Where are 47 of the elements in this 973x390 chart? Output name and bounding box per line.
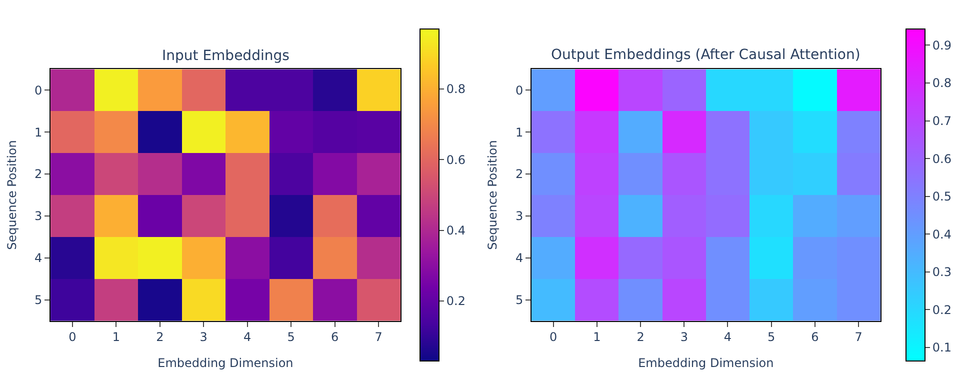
x-tick-label: 1 — [112, 330, 120, 344]
x-tick-label: 6 — [811, 330, 819, 344]
x-tick-label: 0 — [549, 330, 558, 344]
color-bar-label: 0.9 — [932, 38, 952, 52]
color-bar-label: 0.5 — [932, 190, 952, 204]
color-bar-label: 0.3 — [932, 265, 952, 280]
color-bar-label: 0.1 — [932, 340, 952, 355]
color-bar-label: 0.8 — [932, 76, 952, 90]
x-tick-label: 5 — [768, 330, 776, 344]
y-tick-label: 3 — [515, 209, 524, 224]
color-bar-label: 0.8 — [446, 82, 466, 96]
y-tick-label: 3 — [34, 209, 42, 224]
x-axis-title: Embedding Dimension — [638, 356, 774, 370]
chart-title: Output Embeddings (After Causal Attention) — [551, 47, 860, 63]
color-bar-label: 0.4 — [446, 224, 466, 238]
y-tick-label: 1 — [34, 125, 42, 140]
y-tick-label: 4 — [515, 251, 524, 266]
color-bar-label: 0.7 — [932, 114, 952, 128]
color-bar-label: 0.2 — [932, 302, 952, 317]
y-axis-title: Sequence Position — [486, 140, 500, 250]
x-tick-label: 7 — [854, 330, 862, 344]
x-tick-label: 6 — [330, 330, 339, 344]
chart-title: Input Embeddings — [162, 48, 290, 64]
x-axis-title: Embedding Dimension — [158, 356, 294, 370]
x-tick-label: 4 — [244, 330, 252, 344]
x-tick-label: 0 — [68, 330, 76, 344]
x-tick-label: 2 — [636, 330, 644, 344]
x-tick-label: 2 — [156, 330, 164, 344]
x-tick-label: 1 — [593, 330, 601, 344]
x-tick-label: 3 — [680, 330, 688, 344]
y-tick-label: 5 — [515, 293, 524, 308]
color-bar-label: 0.6 — [932, 152, 952, 166]
y-tick-label: 1 — [515, 125, 524, 140]
color-bar-label: 0.6 — [446, 152, 466, 167]
color-bar-label: 0.2 — [446, 294, 466, 308]
y-tick-label: 2 — [515, 167, 524, 182]
y-tick-label: 2 — [34, 167, 42, 182]
x-tick-label: 7 — [374, 330, 382, 344]
color-bar-label: 0.4 — [932, 227, 952, 242]
y-tick-label: 0 — [34, 83, 42, 98]
y-tick-label: 5 — [34, 293, 42, 308]
x-tick-label: 4 — [724, 330, 732, 344]
y-axis-title: Sequence Position — [4, 140, 19, 250]
x-tick-label: 5 — [287, 330, 295, 344]
y-tick-label: 0 — [515, 83, 524, 98]
x-tick-label: 3 — [200, 330, 208, 344]
y-tick-label: 4 — [34, 251, 42, 266]
